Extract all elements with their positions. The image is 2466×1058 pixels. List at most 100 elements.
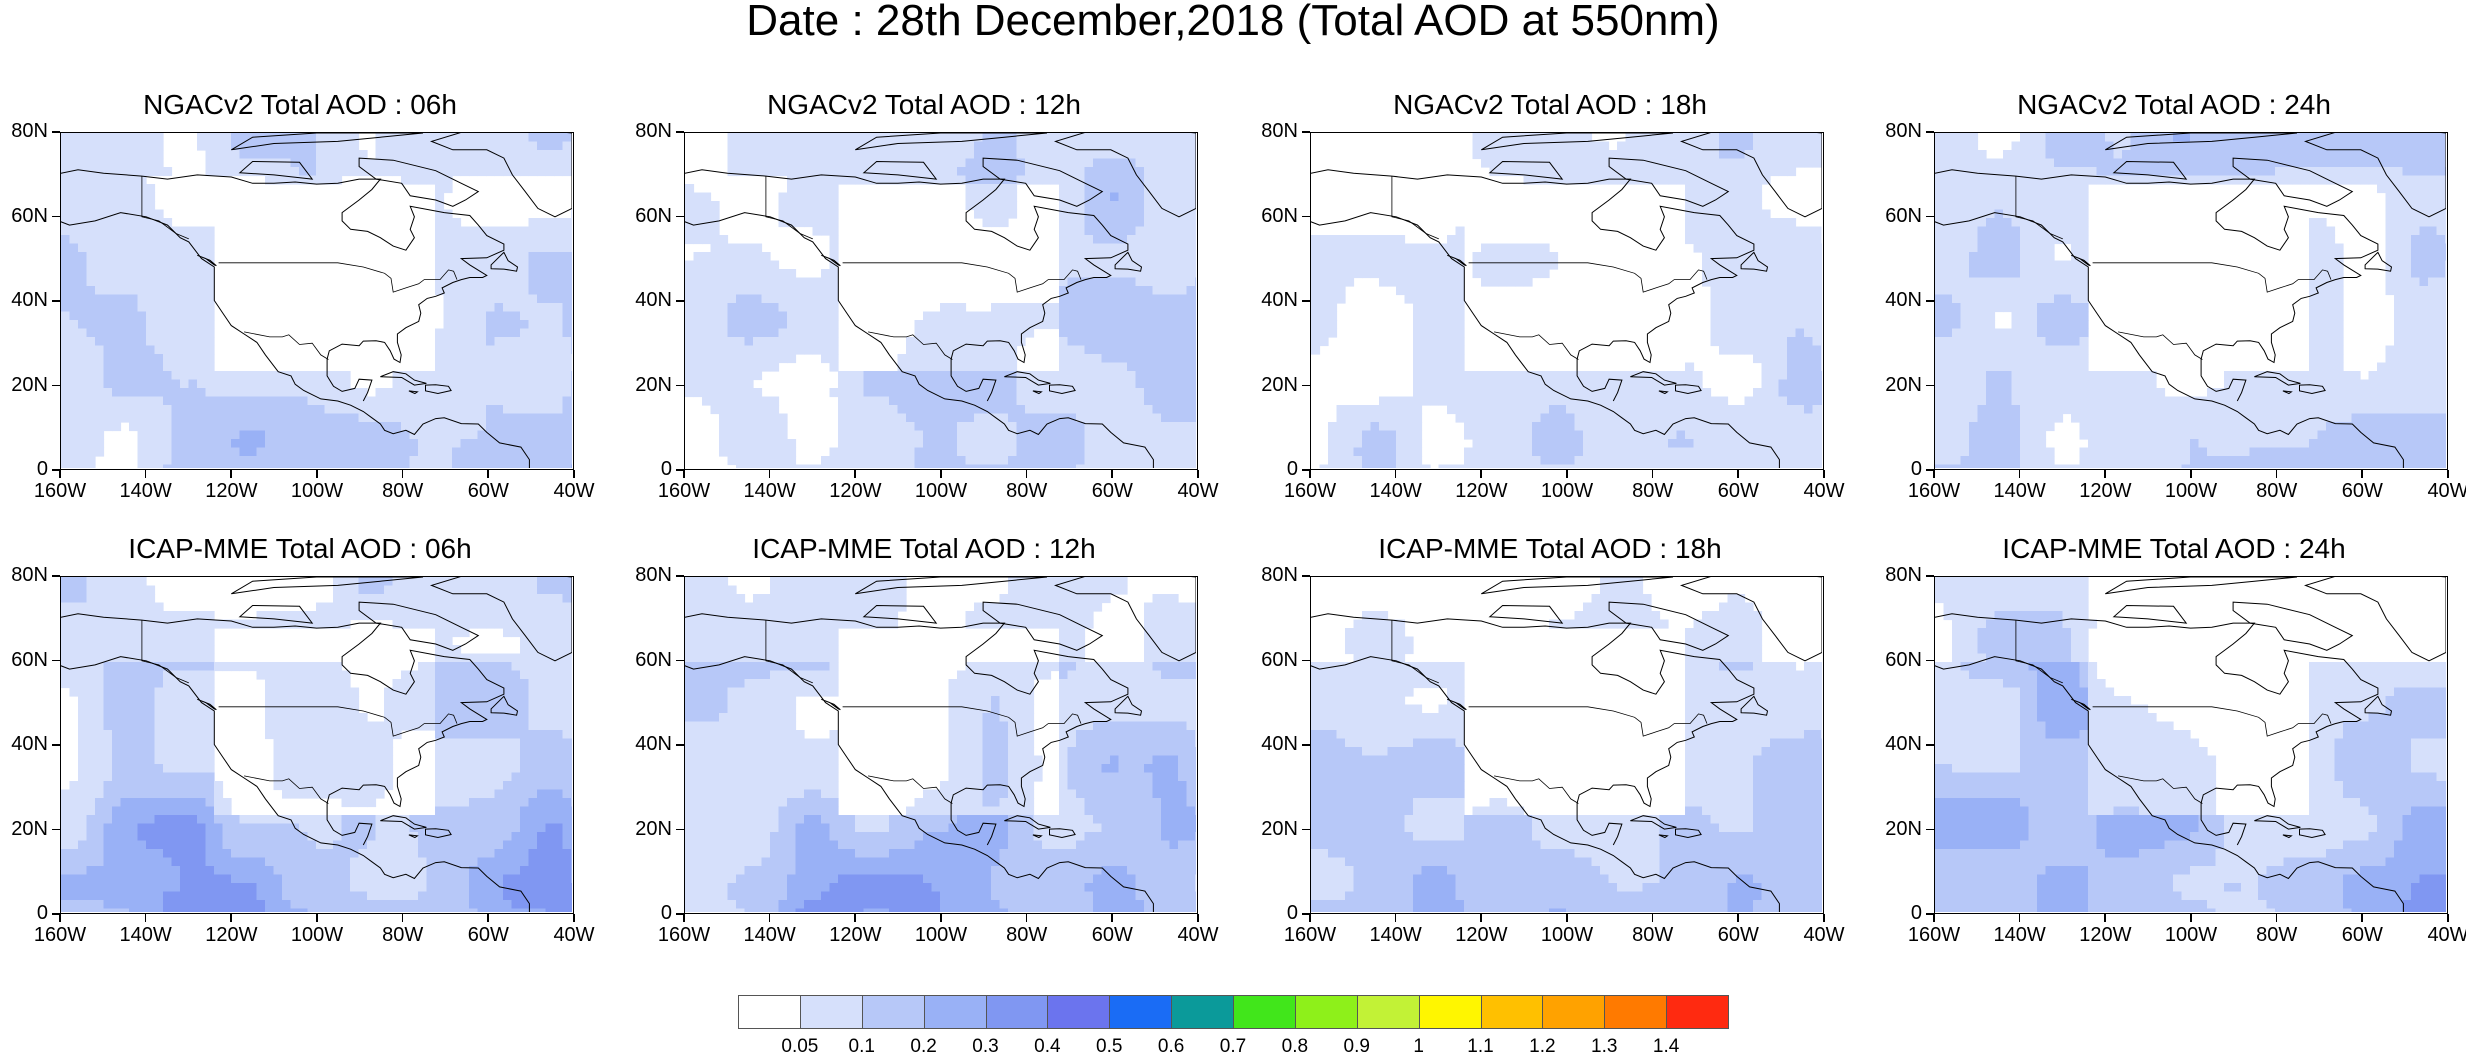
aod-cell xyxy=(1549,439,1559,449)
aod-cell xyxy=(1523,464,1533,468)
aod-cell xyxy=(1481,413,1491,423)
aod-cell xyxy=(299,175,309,185)
aod-cell xyxy=(545,345,555,355)
aod-cell xyxy=(231,388,241,398)
aod-cell xyxy=(528,141,538,151)
aod-cell xyxy=(86,328,96,338)
aod-cell xyxy=(528,226,538,236)
aod-cell xyxy=(1583,167,1593,177)
aod-cell xyxy=(78,269,88,279)
aod-cell xyxy=(1016,405,1026,415)
aod-cell xyxy=(1693,167,1703,177)
aod-cell xyxy=(1379,413,1389,423)
aod-cell xyxy=(1795,388,1805,398)
aod-cell xyxy=(1591,150,1601,160)
aod-cell xyxy=(1481,269,1491,279)
aod-cell xyxy=(1540,396,1550,406)
aod-cell xyxy=(222,141,232,151)
aod-cell xyxy=(1076,201,1086,211)
aod-cell xyxy=(1651,413,1661,423)
coastline-atlantic xyxy=(1311,169,1755,402)
aod-cell xyxy=(1447,379,1457,389)
aod-cell xyxy=(503,413,513,423)
aod-cell xyxy=(1566,175,1576,185)
aod-cell xyxy=(1761,413,1771,423)
aod-cell xyxy=(1744,456,1754,466)
aod-cell xyxy=(931,413,941,423)
aod-cell xyxy=(795,286,805,296)
aod-cell xyxy=(401,175,411,185)
aod-cell xyxy=(1016,133,1026,143)
aod-cell xyxy=(1804,243,1814,253)
aod-cell xyxy=(486,405,496,415)
aod-cell xyxy=(753,260,763,270)
aod-cell xyxy=(562,439,572,449)
aod-cell xyxy=(1727,141,1737,151)
aod-cell xyxy=(61,345,71,355)
aod-cell xyxy=(1472,456,1482,466)
aod-cell xyxy=(1336,413,1346,423)
aod-cell xyxy=(931,464,941,468)
aod-cell xyxy=(528,269,538,279)
aod-cell xyxy=(999,167,1009,177)
aod-cell xyxy=(1161,413,1171,423)
aod-cell xyxy=(1651,447,1661,457)
aod-cell xyxy=(880,430,890,440)
aod-cell xyxy=(1135,243,1145,253)
aod-cell xyxy=(1676,413,1686,423)
aod-cell xyxy=(1404,396,1414,406)
aod-cell xyxy=(1178,303,1188,313)
aod-cell xyxy=(154,320,164,330)
aod-cell xyxy=(146,379,156,389)
aod-cell xyxy=(545,226,555,236)
aod-cell xyxy=(460,379,470,389)
border-us-mexico xyxy=(244,331,329,360)
aod-cell xyxy=(914,345,924,355)
aod-cell xyxy=(940,150,950,160)
aod-cell xyxy=(469,354,479,364)
aod-cell xyxy=(1178,243,1188,253)
aod-cell xyxy=(1042,405,1052,415)
aod-cell xyxy=(307,175,317,185)
aod-cell xyxy=(906,439,916,449)
aod-cell xyxy=(880,133,890,143)
aod-cell xyxy=(112,320,122,330)
aod-cell xyxy=(1186,422,1196,432)
aod-cell xyxy=(710,277,720,287)
aod-cell xyxy=(1693,175,1703,185)
aod-cell xyxy=(1127,456,1137,466)
aod-cell xyxy=(1050,141,1060,151)
aod-cell xyxy=(1481,456,1491,466)
aod-cell xyxy=(273,447,283,457)
longitude-tick-mark xyxy=(1651,470,1654,478)
aod-cell xyxy=(863,422,873,432)
aod-cell xyxy=(1336,464,1346,468)
aod-cell xyxy=(1795,311,1805,321)
aod-cell xyxy=(86,362,96,372)
aod-cell xyxy=(1161,396,1171,406)
aod-cell xyxy=(761,422,771,432)
aod-cell xyxy=(460,354,470,364)
aod-cell xyxy=(154,439,164,449)
aod-cell xyxy=(494,320,504,330)
aod-cell xyxy=(188,235,198,245)
aod-cell xyxy=(1421,379,1431,389)
aod-cell xyxy=(1033,150,1043,160)
aod-cell xyxy=(787,209,797,219)
aod-cell xyxy=(103,269,113,279)
aod-cell xyxy=(1311,294,1321,304)
aod-cell xyxy=(846,422,856,432)
aod-cell xyxy=(1169,311,1179,321)
aod-cell xyxy=(537,269,547,279)
aod-cell xyxy=(1050,379,1060,389)
aod-cell xyxy=(486,235,496,245)
aod-cell xyxy=(974,430,984,440)
aod-cell xyxy=(1744,345,1754,355)
aod-cell xyxy=(1659,422,1669,432)
aod-cell xyxy=(1161,269,1171,279)
aod-cell xyxy=(914,150,924,160)
aod-cell xyxy=(86,175,96,185)
aod-cell xyxy=(685,218,695,228)
aod-cell xyxy=(571,413,572,423)
aod-cell xyxy=(1455,277,1465,287)
